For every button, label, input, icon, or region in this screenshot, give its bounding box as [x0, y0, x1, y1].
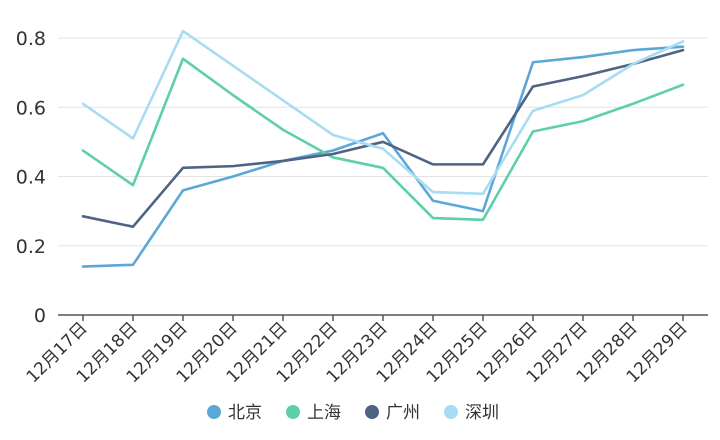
y-tick-label: 0.6 — [16, 97, 46, 119]
legend-marker — [444, 405, 458, 419]
series-line[interactable] — [81, 48, 685, 229]
legend-label: 北京 — [228, 403, 262, 423]
y-tick-label: 0.4 — [16, 167, 46, 189]
legend-item[interactable]: 北京 — [207, 403, 262, 423]
legend-label: 深圳 — [465, 403, 499, 423]
y-tick-label: 0.8 — [16, 28, 46, 50]
y-tick-label: 0 — [34, 305, 46, 327]
grid-layer — [58, 37, 708, 247]
series-line[interactable] — [81, 45, 685, 268]
legend-marker — [365, 405, 379, 419]
legend-label: 上海 — [307, 403, 341, 423]
legend-item[interactable]: 深圳 — [444, 403, 499, 423]
series-layer — [81, 29, 685, 268]
legend-item[interactable]: 广州 — [365, 403, 420, 423]
legend-marker — [207, 405, 221, 419]
legend-marker — [286, 405, 300, 419]
legend-label: 广州 — [386, 403, 420, 423]
series-line[interactable] — [81, 57, 685, 222]
legend[interactable]: 北京 上海 广州 深圳 — [207, 403, 499, 423]
legend-item[interactable]: 上海 — [286, 403, 341, 423]
y-tick-label: 0.2 — [16, 236, 46, 258]
series-line[interactable] — [81, 29, 685, 196]
